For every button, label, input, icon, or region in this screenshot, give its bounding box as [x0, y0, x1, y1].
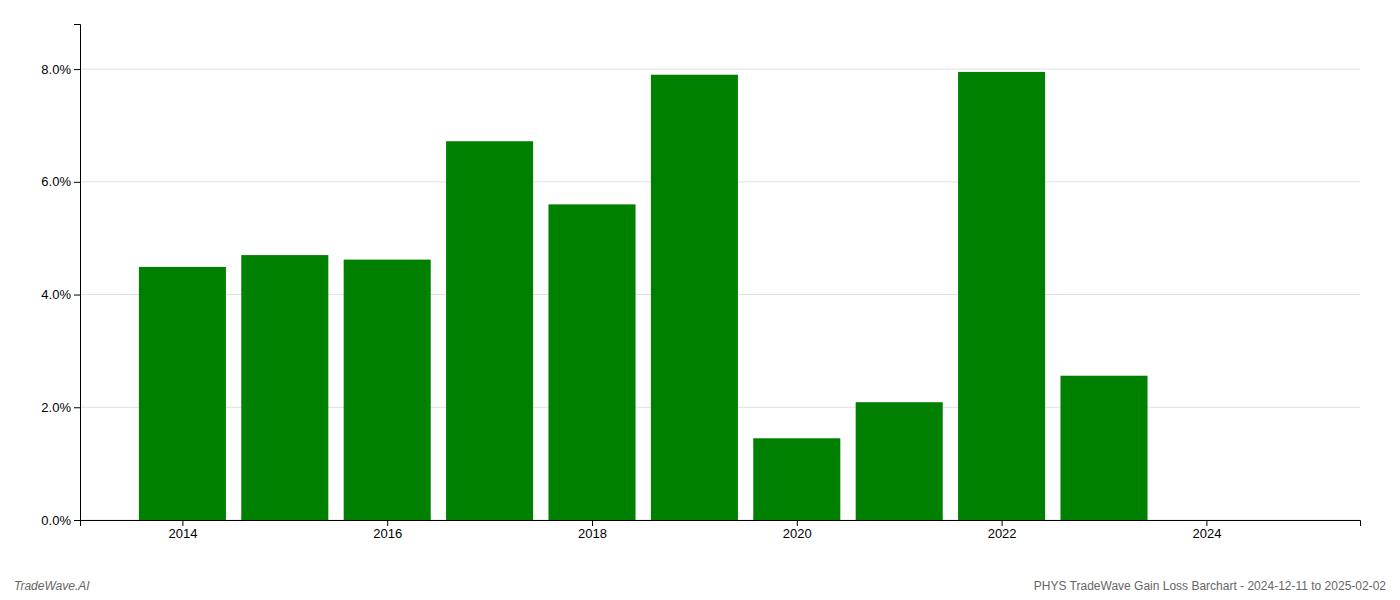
- bar: [241, 255, 328, 520]
- tick-mark: [74, 295, 80, 296]
- chart: 2014 2016 2018 2020 2022 2024 0.0% 2.0% 4.0% 6.0%…: [0, 0, 1400, 600]
- bar: [139, 267, 226, 520]
- tick-label: 2022: [988, 526, 1017, 541]
- tick-label: 2.0%: [41, 400, 71, 415]
- tick: 2020: [783, 520, 812, 541]
- tick: 8.0%: [41, 62, 80, 77]
- tick: 0.0%: [41, 513, 80, 528]
- bar: [856, 402, 943, 520]
- tick: 2.0%: [41, 400, 80, 415]
- tick-mark: [74, 520, 80, 521]
- tick: 2024: [1192, 520, 1221, 541]
- bar: [651, 75, 738, 520]
- tick-label: 2018: [578, 526, 607, 541]
- grid: [80, 69, 1360, 520]
- tick-mark: [797, 520, 798, 526]
- tick-label: 4.0%: [41, 287, 71, 302]
- tick-label: 2024: [1192, 526, 1221, 541]
- tick-mark: [74, 407, 80, 408]
- bar: [344, 260, 431, 520]
- tick: 6.0%: [41, 174, 80, 189]
- grid-line: [80, 69, 1360, 70]
- tick-mark: [387, 520, 388, 526]
- tick-mark: [182, 520, 183, 526]
- y-axis: 0.0% 2.0% 4.0% 6.0% 8.0%: [41, 25, 80, 528]
- footer-text: PHYS TradeWave Gain Loss Barchart - 2024…: [1034, 579, 1387, 593]
- axis-line: [74, 25, 81, 521]
- bar: [548, 204, 635, 520]
- tick-mark: [74, 182, 80, 183]
- tick: 2016: [373, 520, 402, 541]
- tick-label: 8.0%: [41, 62, 71, 77]
- bars: [139, 72, 1148, 520]
- tick-label: 2020: [783, 526, 812, 541]
- annotations: TradeWave.AI PHYS TradeWave Gain Loss Bar…: [14, 579, 1386, 593]
- x-axis: 2014 2016 2018 2020 2022 2024: [81, 520, 1361, 541]
- tick-label: 2016: [373, 526, 402, 541]
- axis-line: [81, 521, 1361, 527]
- tick: 4.0%: [41, 287, 80, 302]
- bar: [446, 141, 533, 520]
- bar: [753, 438, 840, 520]
- bar: [1060, 376, 1147, 520]
- tick-label: 0.0%: [41, 513, 71, 528]
- tick-mark: [1206, 520, 1207, 526]
- tick-mark: [1002, 520, 1003, 526]
- tick: 2022: [988, 520, 1017, 541]
- tick-mark: [592, 520, 593, 526]
- tick-label: 2014: [168, 526, 197, 541]
- tick: 2014: [168, 520, 197, 541]
- bar: [958, 72, 1045, 520]
- tick-label: 6.0%: [41, 174, 71, 189]
- tick: 2018: [578, 520, 607, 541]
- footer-text: TradeWave.AI: [14, 579, 90, 593]
- tick-mark: [74, 69, 80, 70]
